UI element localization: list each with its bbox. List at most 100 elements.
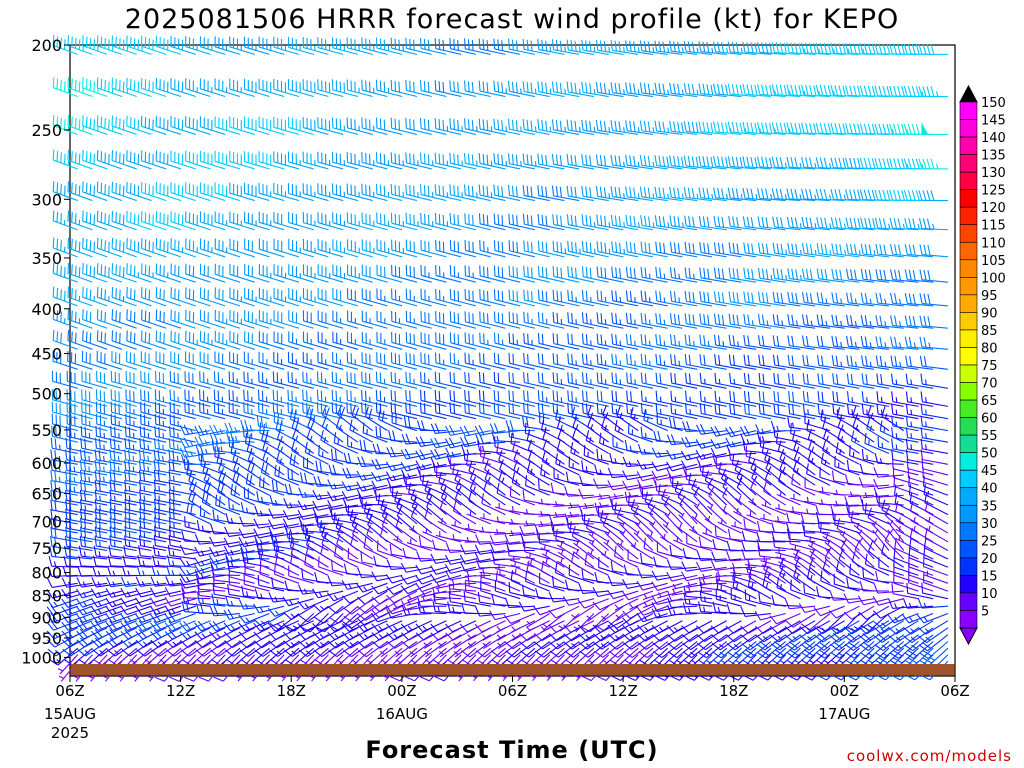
- barb-staff: [303, 89, 329, 98]
- barb-full: [727, 41, 731, 53]
- wind-barb: [625, 154, 654, 170]
- barb-full: [662, 156, 666, 167]
- barb-staff: [568, 163, 595, 170]
- barb-full: [853, 43, 857, 54]
- barb-half: [663, 297, 666, 303]
- barb-full: [449, 213, 452, 224]
- barb-full: [67, 210, 70, 222]
- barb-full: [581, 154, 584, 165]
- barb-full: [838, 85, 842, 96]
- barb-full: [71, 211, 73, 223]
- barb-full: [74, 265, 77, 277]
- barb-staff: [538, 49, 565, 55]
- wind-barb: [111, 181, 137, 202]
- wind-barb: [713, 41, 742, 55]
- barb-staff: [627, 164, 654, 170]
- barb-full: [750, 42, 754, 53]
- barb-full: [409, 118, 411, 130]
- barb-full: [516, 242, 518, 253]
- barb-full: [486, 82, 489, 93]
- barb-full: [893, 85, 897, 97]
- wind-barb: [801, 42, 830, 55]
- barb-full: [56, 78, 59, 90]
- barb-full: [394, 38, 397, 50]
- wind-barb: [155, 115, 182, 135]
- barb-full: [834, 123, 838, 134]
- barb-full: [618, 41, 621, 52]
- barb-full: [486, 215, 489, 226]
- barb-full: [526, 154, 529, 165]
- barb-full: [512, 241, 515, 252]
- wind-barb: [82, 115, 108, 135]
- barb-full: [508, 390, 511, 401]
- barb-full: [71, 182, 73, 194]
- barb-full: [537, 81, 540, 92]
- barb-full: [695, 122, 699, 133]
- barb-staff: [789, 132, 816, 135]
- barb-full: [409, 153, 411, 164]
- wind-barb: [287, 79, 314, 98]
- barb-full: [63, 81, 66, 92]
- barb-full: [725, 122, 729, 134]
- barb-full: [798, 85, 802, 96]
- barb-full: [567, 390, 570, 401]
- barb-staff: [553, 49, 580, 55]
- barb-full: [442, 154, 445, 165]
- wind-barb: [918, 44, 948, 55]
- barb-half: [910, 409, 913, 415]
- barb-full: [556, 391, 559, 402]
- barb-full: [560, 242, 563, 253]
- barb-half: [740, 47, 743, 54]
- barb-full: [556, 290, 559, 302]
- barb-half: [784, 162, 788, 169]
- barb-full: [725, 157, 729, 168]
- barb-full: [614, 40, 617, 52]
- barb-full: [350, 403, 352, 414]
- barb-full: [471, 120, 474, 131]
- barb-full: [926, 86, 931, 97]
- barb-staff: [715, 93, 742, 98]
- barb-full: [478, 371, 481, 383]
- barb-half: [678, 273, 681, 280]
- wind-barb: [199, 150, 226, 170]
- barb-full: [526, 119, 529, 131]
- barb-full: [717, 83, 721, 95]
- wind-barb: [522, 81, 550, 98]
- barb-full: [420, 371, 422, 383]
- barb-full: [405, 152, 407, 163]
- wind-barb: [243, 78, 270, 98]
- wind-barb: [669, 155, 698, 170]
- barb-full: [643, 83, 647, 94]
- barb-full: [922, 44, 927, 55]
- barb-full: [570, 120, 573, 131]
- barb-full: [515, 154, 518, 166]
- barb-staff: [686, 130, 713, 135]
- barb-full: [537, 119, 540, 130]
- barb-full: [560, 267, 563, 279]
- barb-full: [610, 40, 614, 51]
- barb-full: [526, 391, 529, 402]
- barb-full: [567, 372, 570, 383]
- barb-full: [819, 42, 824, 54]
- barb-full: [713, 41, 717, 52]
- barb-full: [771, 42, 776, 53]
- barb-full: [809, 157, 813, 168]
- barb-staff: [627, 92, 654, 98]
- barb-full: [673, 41, 676, 52]
- barb-staff: [656, 92, 683, 98]
- barb-flag: [921, 122, 929, 135]
- barb-full: [710, 157, 714, 168]
- barb-full: [599, 82, 603, 94]
- barb-staff: [126, 125, 152, 135]
- barb-full: [405, 79, 407, 91]
- wind-barb: [434, 80, 462, 98]
- barb-full: [639, 82, 643, 94]
- barb-full: [52, 77, 55, 88]
- barb-staff: [450, 90, 477, 98]
- barb-full: [559, 82, 563, 94]
- barb-full: [794, 42, 798, 54]
- barb-full: [78, 119, 81, 130]
- barb-full: [501, 82, 504, 93]
- barb-staff: [494, 90, 521, 98]
- barb-staff: [332, 89, 359, 98]
